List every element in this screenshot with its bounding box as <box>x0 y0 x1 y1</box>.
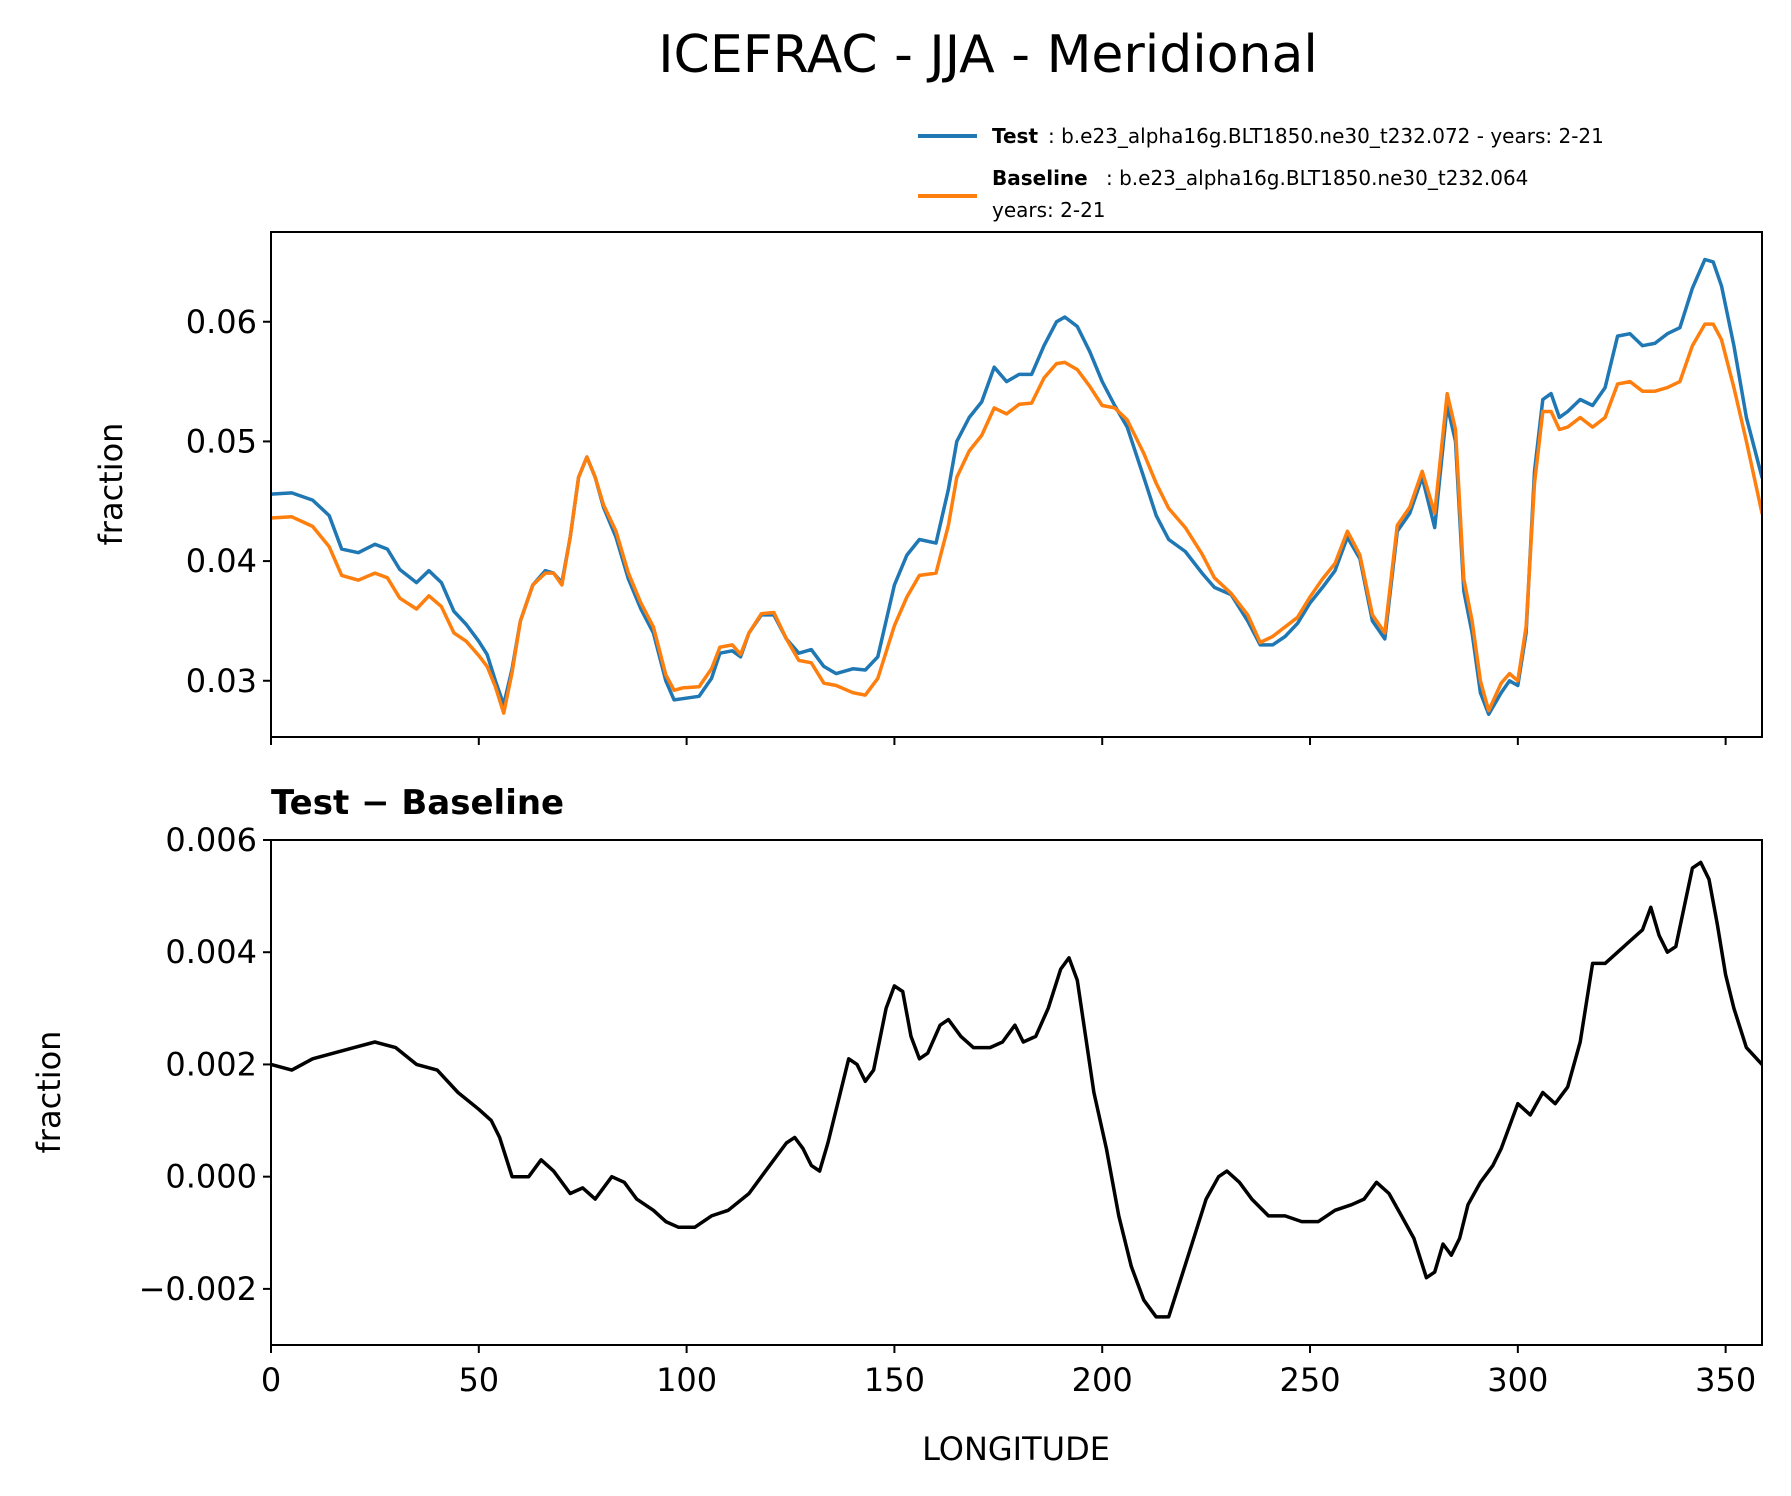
bottom-y-tick-label: 0.002 <box>165 1045 257 1083</box>
bottom-y-tick-label: 0.000 <box>165 1158 257 1196</box>
top-y-axis-label: fraction <box>92 423 130 546</box>
top-series-line-baseline <box>271 322 1762 715</box>
x-axis-label: LONGITUDE <box>922 1430 1110 1468</box>
x-tick-label: 200 <box>1072 1361 1133 1399</box>
x-tick-label: 300 <box>1487 1361 1548 1399</box>
legend-label-baseline-desc2: years: 2-21 <box>992 198 1106 222</box>
legend-label-test-desc: : b.e23_alpha16g.BLT1850.ne30_t232.072 -… <box>1048 124 1604 148</box>
top-panel: 0.03 0.04 0.05 0.06 fraction <box>92 231 1763 745</box>
bottom-y-tick-label: −0.002 <box>139 1270 257 1308</box>
x-tick-label: 250 <box>1279 1361 1340 1399</box>
bottom-y-tick-label: 0.004 <box>165 933 257 971</box>
legend-label-baseline-name: Baseline <box>992 166 1088 190</box>
x-tick-label: 50 <box>458 1361 499 1399</box>
bottom-y-axis-label: fraction <box>30 1031 68 1154</box>
figure-title: ICEFRAC - JJA - Meridional <box>658 25 1318 85</box>
top-y-tick-label: 0.03 <box>186 662 257 700</box>
bottom-plot-frame <box>270 839 1763 1346</box>
legend: Test : b.e23_alpha16g.BLT1850.ne30_t232.… <box>918 124 1604 222</box>
legend-label-test-name: Test <box>992 124 1038 148</box>
bottom-series-line-test-baseline <box>271 860 1762 1319</box>
legend-label-baseline-desc: : b.e23_alpha16g.BLT1850.ne30_t232.064 <box>1106 166 1528 190</box>
x-tick-label: 0 <box>261 1361 281 1399</box>
top-series-line-test <box>271 257 1762 717</box>
bottom-y-tick-label: 0.006 <box>165 821 257 859</box>
x-tick-label: 100 <box>656 1361 717 1399</box>
top-y-tick-label: 0.04 <box>186 542 257 580</box>
bottom-panel-title: Test − Baseline <box>271 783 564 823</box>
x-tick-label: 150 <box>864 1361 925 1399</box>
bottom-panel: Test − Baseline −0.002 0.000 0.002 0.004 0.0… <box>30 783 1763 1468</box>
top-y-tick-label: 0.06 <box>186 303 257 341</box>
top-y-tick-label: 0.05 <box>186 422 257 460</box>
top-plot-frame <box>270 231 1763 738</box>
x-tick-label: 350 <box>1695 1361 1756 1399</box>
